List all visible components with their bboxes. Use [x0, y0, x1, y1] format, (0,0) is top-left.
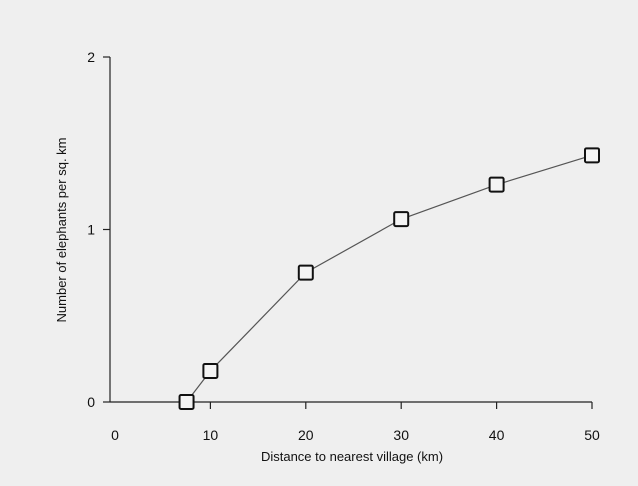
y-ticks: 0 1 2: [87, 49, 110, 410]
x-tick-label: 30: [393, 427, 409, 443]
y-tick-label: 1: [87, 222, 95, 238]
data-markers: [178, 147, 600, 410]
data-point-marker: [297, 264, 314, 281]
data-point-marker: [178, 394, 195, 410]
x-tick-label: 10: [203, 427, 219, 443]
y-axis-title: Number of elephants per sq. km: [54, 138, 69, 323]
x-axis-title: Distance to nearest village (km): [261, 449, 443, 464]
y-tick-label: 0: [87, 394, 95, 410]
data-point-marker: [202, 362, 219, 379]
x-tick-label: 40: [489, 427, 505, 443]
data-point-marker: [584, 147, 600, 164]
data-point-marker: [488, 176, 505, 193]
x-tick-label: 0: [111, 427, 119, 443]
y-tick-label: 2: [87, 49, 95, 65]
series-line: [186, 154, 593, 403]
plot-area: 0 1 2 0 10 20 30 40 50: [87, 49, 600, 443]
x-ticks: 0 10 20 30 40 50: [111, 402, 600, 443]
data-point-marker: [393, 211, 410, 228]
x-tick-label: 20: [298, 427, 314, 443]
x-tick-label: 50: [584, 427, 600, 443]
